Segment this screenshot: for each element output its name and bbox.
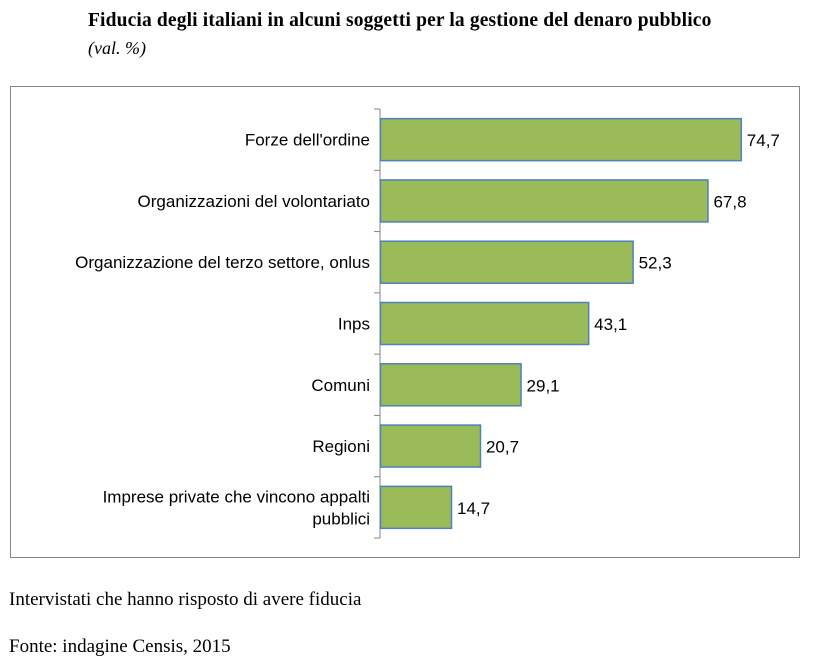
value-label: 14,7 xyxy=(457,499,490,518)
value-label: 29,1 xyxy=(527,376,560,395)
chart-title: Fiducia degli italiani in alcuni soggett… xyxy=(88,10,712,31)
bar xyxy=(379,485,453,530)
bar xyxy=(379,117,743,162)
chart-frame xyxy=(10,86,800,558)
category-label: Forze dell'ordine xyxy=(245,131,370,150)
value-label: 20,7 xyxy=(486,438,519,457)
category-label: Comuni xyxy=(311,376,370,395)
bar-chart: 74,7 Forze dell'ordine 67,8 Organizzazioni … xyxy=(75,108,780,539)
bar xyxy=(379,424,482,468)
category-label: Organizzazioni del volontariato xyxy=(138,192,370,211)
bar xyxy=(379,240,634,284)
category-label: Imprese private che vincono appalti pubbl… xyxy=(103,487,370,528)
value-label: 74,7 xyxy=(747,131,780,150)
bar xyxy=(379,301,590,346)
category-label: Organizzazione del terzo settore, onlus xyxy=(75,253,370,272)
chart-note: Intervistati che hanno risposto di avere… xyxy=(9,589,362,610)
bar xyxy=(379,363,522,407)
bar xyxy=(379,179,709,223)
value-label: 67,8 xyxy=(713,192,746,211)
category-label: Inps xyxy=(338,315,370,334)
chart-source: Fonte: indagine Censis, 2015 xyxy=(9,636,231,657)
value-label: 52,3 xyxy=(639,254,672,273)
category-label: Regioni xyxy=(312,437,370,456)
chart-subtitle: (val. %) xyxy=(88,38,146,58)
value-label: 43,1 xyxy=(594,315,627,334)
